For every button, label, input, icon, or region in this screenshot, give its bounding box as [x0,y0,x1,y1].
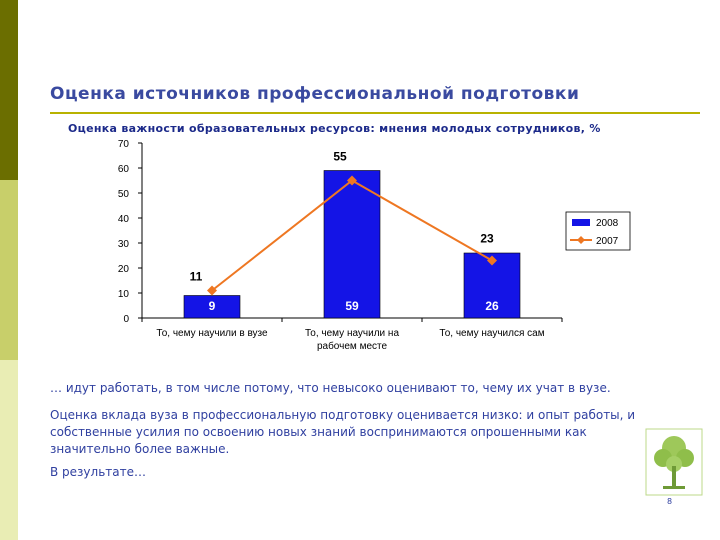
bar-value-label: 59 [345,299,359,313]
paragraph-3: В результате… [50,465,146,479]
legend-label-2007: 2007 [596,236,619,247]
x-tick-label: То, чему научился сам [439,328,544,339]
legend-box [565,211,631,251]
y-tick-label: 70 [118,139,130,150]
tree-icon [645,428,703,496]
line-point-2007 [487,255,497,266]
paragraph-2: Оценка вклада вуза в профессиональную по… [50,408,636,456]
y-tick-label: 20 [118,264,130,275]
line-value-label: 55 [333,150,347,164]
legend-label-2008: 2008 [596,218,619,229]
line-value-label: 11 [190,270,203,284]
slide-title: Оценка источников профессиональной подго… [50,84,580,104]
y-tick-label: 60 [118,164,130,175]
chart: 0 10 20 30 40 50 60 70 То, чему научили в вузе То… [118,139,631,352]
chart-subtitle: Оценка важности образовательных ресурсов… [68,122,601,135]
decor-stripe-bottom [0,360,18,540]
legend-swatch-2008 [572,219,590,226]
y-tick-label: 0 [123,314,129,325]
x-tick-label: То, чему научили на [305,328,399,339]
decor-stripe-top [0,0,18,180]
paragraph-1: … идут работать, в том числе потому, что… [50,381,611,395]
line-point-2007 [207,285,217,296]
page-number: 8 [667,497,673,506]
x-tick-label: То, чему научили в вузе [156,328,268,339]
y-tick-label: 50 [118,189,130,200]
line-point-2007 [347,175,357,186]
title-divider [50,112,700,114]
y-tick-label: 30 [118,239,130,250]
bar-value-label: 26 [485,299,499,313]
legend-marker-2007 [577,236,585,244]
decor-stripe-middle [0,180,18,360]
x-tick-label: рабочем месте [317,340,388,352]
bar-value-label: 9 [209,299,216,313]
y-tick-label: 40 [118,214,130,225]
line-value-label: 23 [480,232,494,246]
y-tick-label: 10 [118,289,130,300]
